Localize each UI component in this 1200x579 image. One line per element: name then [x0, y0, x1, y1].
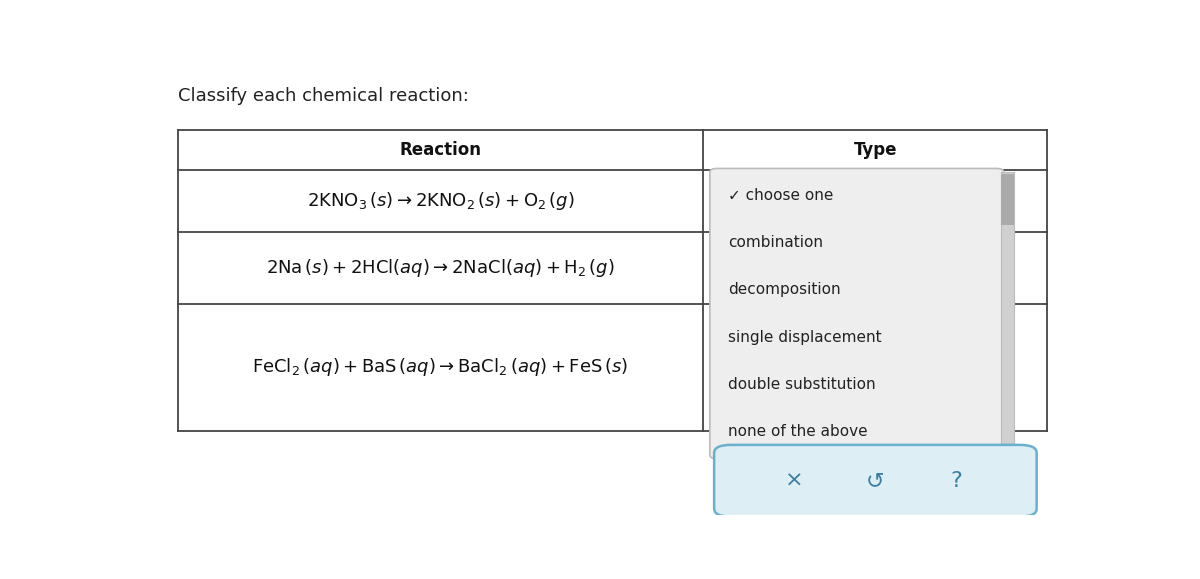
- Text: Type: Type: [853, 141, 898, 159]
- Text: ?: ?: [950, 471, 962, 491]
- Text: $2\mathrm{Na}\,(s) + 2\mathrm{HCl}(aq) \rightarrow 2\mathrm{NaCl}(aq) + \mathrm{: $2\mathrm{Na}\,(s) + 2\mathrm{HCl}(aq) \…: [266, 257, 614, 279]
- Bar: [1001, 174, 1014, 225]
- Text: single displacement: single displacement: [728, 329, 882, 345]
- Text: ↺: ↺: [866, 471, 884, 491]
- Text: double substitution: double substitution: [728, 377, 876, 392]
- Text: ×: ×: [785, 471, 804, 491]
- Text: $2\mathrm{KNO_3}\,(s) \rightarrow 2\mathrm{KNO_2}\,(s) + \mathrm{O_2}\,(g)$: $2\mathrm{KNO_3}\,(s) \rightarrow 2\math…: [307, 190, 575, 212]
- Text: decomposition: decomposition: [728, 283, 841, 298]
- Text: none of the above: none of the above: [728, 424, 868, 439]
- FancyBboxPatch shape: [714, 445, 1037, 516]
- Text: $\mathrm{FeCl_2}\,(aq) + \mathrm{BaS}\,(aq) \rightarrow \mathrm{BaCl_2}\,(aq) + : $\mathrm{FeCl_2}\,(aq) + \mathrm{BaS}\,(…: [252, 356, 629, 378]
- Text: Classify each chemical reaction:: Classify each chemical reaction:: [178, 87, 469, 105]
- Text: combination: combination: [728, 235, 823, 250]
- FancyBboxPatch shape: [710, 168, 1003, 459]
- Text: Reaction: Reaction: [400, 141, 481, 159]
- Text: ✓ choose one: ✓ choose one: [728, 188, 834, 203]
- Bar: [1001, 172, 1014, 455]
